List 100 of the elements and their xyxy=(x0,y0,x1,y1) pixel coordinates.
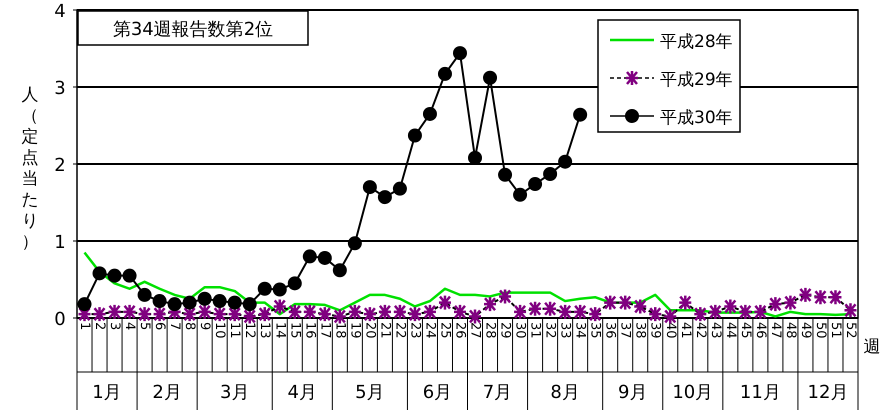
x-tick-label: 34 xyxy=(572,322,588,339)
x-tick-label: 29 xyxy=(498,322,513,339)
point xyxy=(362,306,378,322)
x-tick-label: 43 xyxy=(708,322,723,339)
text: 3月 xyxy=(220,382,250,403)
point xyxy=(258,282,272,296)
point xyxy=(408,128,422,143)
point xyxy=(272,282,287,297)
x-tick-label: 30 xyxy=(512,322,528,339)
x-tick-label: 16 xyxy=(302,322,318,339)
x-tick-label: 6 xyxy=(152,322,168,330)
point xyxy=(618,294,632,311)
point xyxy=(122,304,137,320)
y-tick-label: 4 xyxy=(54,1,66,22)
legend-label: 平成29年 xyxy=(660,70,733,90)
x-tick-label: 11 xyxy=(227,322,242,339)
x-tick-label: 49 xyxy=(798,322,813,339)
point xyxy=(558,304,572,320)
point xyxy=(92,306,107,322)
y-tick-label: 2 xyxy=(54,155,66,176)
y-tick-label: 0 xyxy=(54,309,66,330)
point xyxy=(332,263,347,278)
x-tick-label: 35 xyxy=(588,322,603,339)
point xyxy=(168,297,182,312)
point xyxy=(182,306,197,322)
legend-label: 平成28年 xyxy=(660,32,733,52)
point xyxy=(242,297,257,312)
x-tick-label: 13 xyxy=(257,322,272,339)
x-tick-label: 32 xyxy=(542,322,558,339)
point xyxy=(318,250,332,265)
point xyxy=(197,304,212,320)
point xyxy=(392,182,407,196)
point xyxy=(422,304,438,320)
point xyxy=(332,308,348,325)
x-tick-label: 17 xyxy=(317,322,332,339)
x-tick-label: 40 xyxy=(662,322,678,339)
point xyxy=(813,288,828,306)
x-tick-label: 24 xyxy=(422,322,438,339)
x-tick-label: 50 xyxy=(812,322,828,339)
point xyxy=(528,177,542,192)
x-tick-label: 23 xyxy=(407,322,422,339)
point xyxy=(348,304,362,320)
point xyxy=(228,296,242,310)
x-tick-label: 37 xyxy=(618,322,633,339)
y-axis-title: 人（定点当たり） xyxy=(22,85,38,252)
point xyxy=(572,304,588,320)
point xyxy=(152,294,167,308)
point xyxy=(108,268,122,283)
point xyxy=(198,292,212,306)
point xyxy=(438,294,452,311)
point xyxy=(242,308,257,325)
point xyxy=(483,70,498,85)
point xyxy=(348,236,362,250)
x-tick-label: 2 xyxy=(92,322,108,330)
point xyxy=(543,167,558,182)
point xyxy=(542,300,558,318)
annotation: 第34週報告数第2位 xyxy=(112,19,274,40)
point xyxy=(137,306,152,322)
x-tick-label: 5 xyxy=(137,322,152,330)
point xyxy=(438,66,452,81)
x-tick-label: 38 xyxy=(632,322,648,339)
point xyxy=(122,268,137,283)
text: 10月 xyxy=(672,382,714,403)
x-tick-label: 41 xyxy=(678,322,693,339)
point xyxy=(212,294,227,308)
point xyxy=(512,304,528,320)
point xyxy=(362,180,377,194)
x-tick-label: 12 xyxy=(242,322,258,339)
point xyxy=(482,296,498,312)
x-tick-label: 7 xyxy=(167,322,182,330)
x-tick-label: 4 xyxy=(122,322,138,330)
x-tick-label: 31 xyxy=(528,322,543,339)
point xyxy=(498,168,512,182)
point xyxy=(392,304,408,320)
x-tick-label: 46 xyxy=(752,322,768,339)
x-tick-label: 14 xyxy=(272,322,288,339)
point xyxy=(588,306,602,322)
x-tick-label: 26 xyxy=(452,322,468,339)
point xyxy=(302,249,317,264)
point xyxy=(378,190,392,204)
point xyxy=(288,276,302,290)
legend-label: 平成30年 xyxy=(660,108,733,128)
x-tick-label: 15 xyxy=(287,322,302,339)
x-tick-label: 25 xyxy=(437,322,452,339)
point xyxy=(257,306,272,322)
point xyxy=(107,304,122,320)
point xyxy=(753,304,768,320)
point xyxy=(663,308,678,325)
x-tick-label: 19 xyxy=(347,322,362,339)
point xyxy=(783,294,798,311)
x-tick-label: 8 xyxy=(182,322,198,330)
x-tick-label: 20 xyxy=(362,322,378,339)
point xyxy=(302,304,318,320)
point xyxy=(558,154,572,169)
x-tick-label: 52 xyxy=(842,322,858,339)
point xyxy=(212,306,227,322)
point xyxy=(78,297,92,312)
x-tick-label: 22 xyxy=(392,322,408,339)
x-tick-label: 21 xyxy=(377,322,392,339)
point xyxy=(828,288,843,306)
